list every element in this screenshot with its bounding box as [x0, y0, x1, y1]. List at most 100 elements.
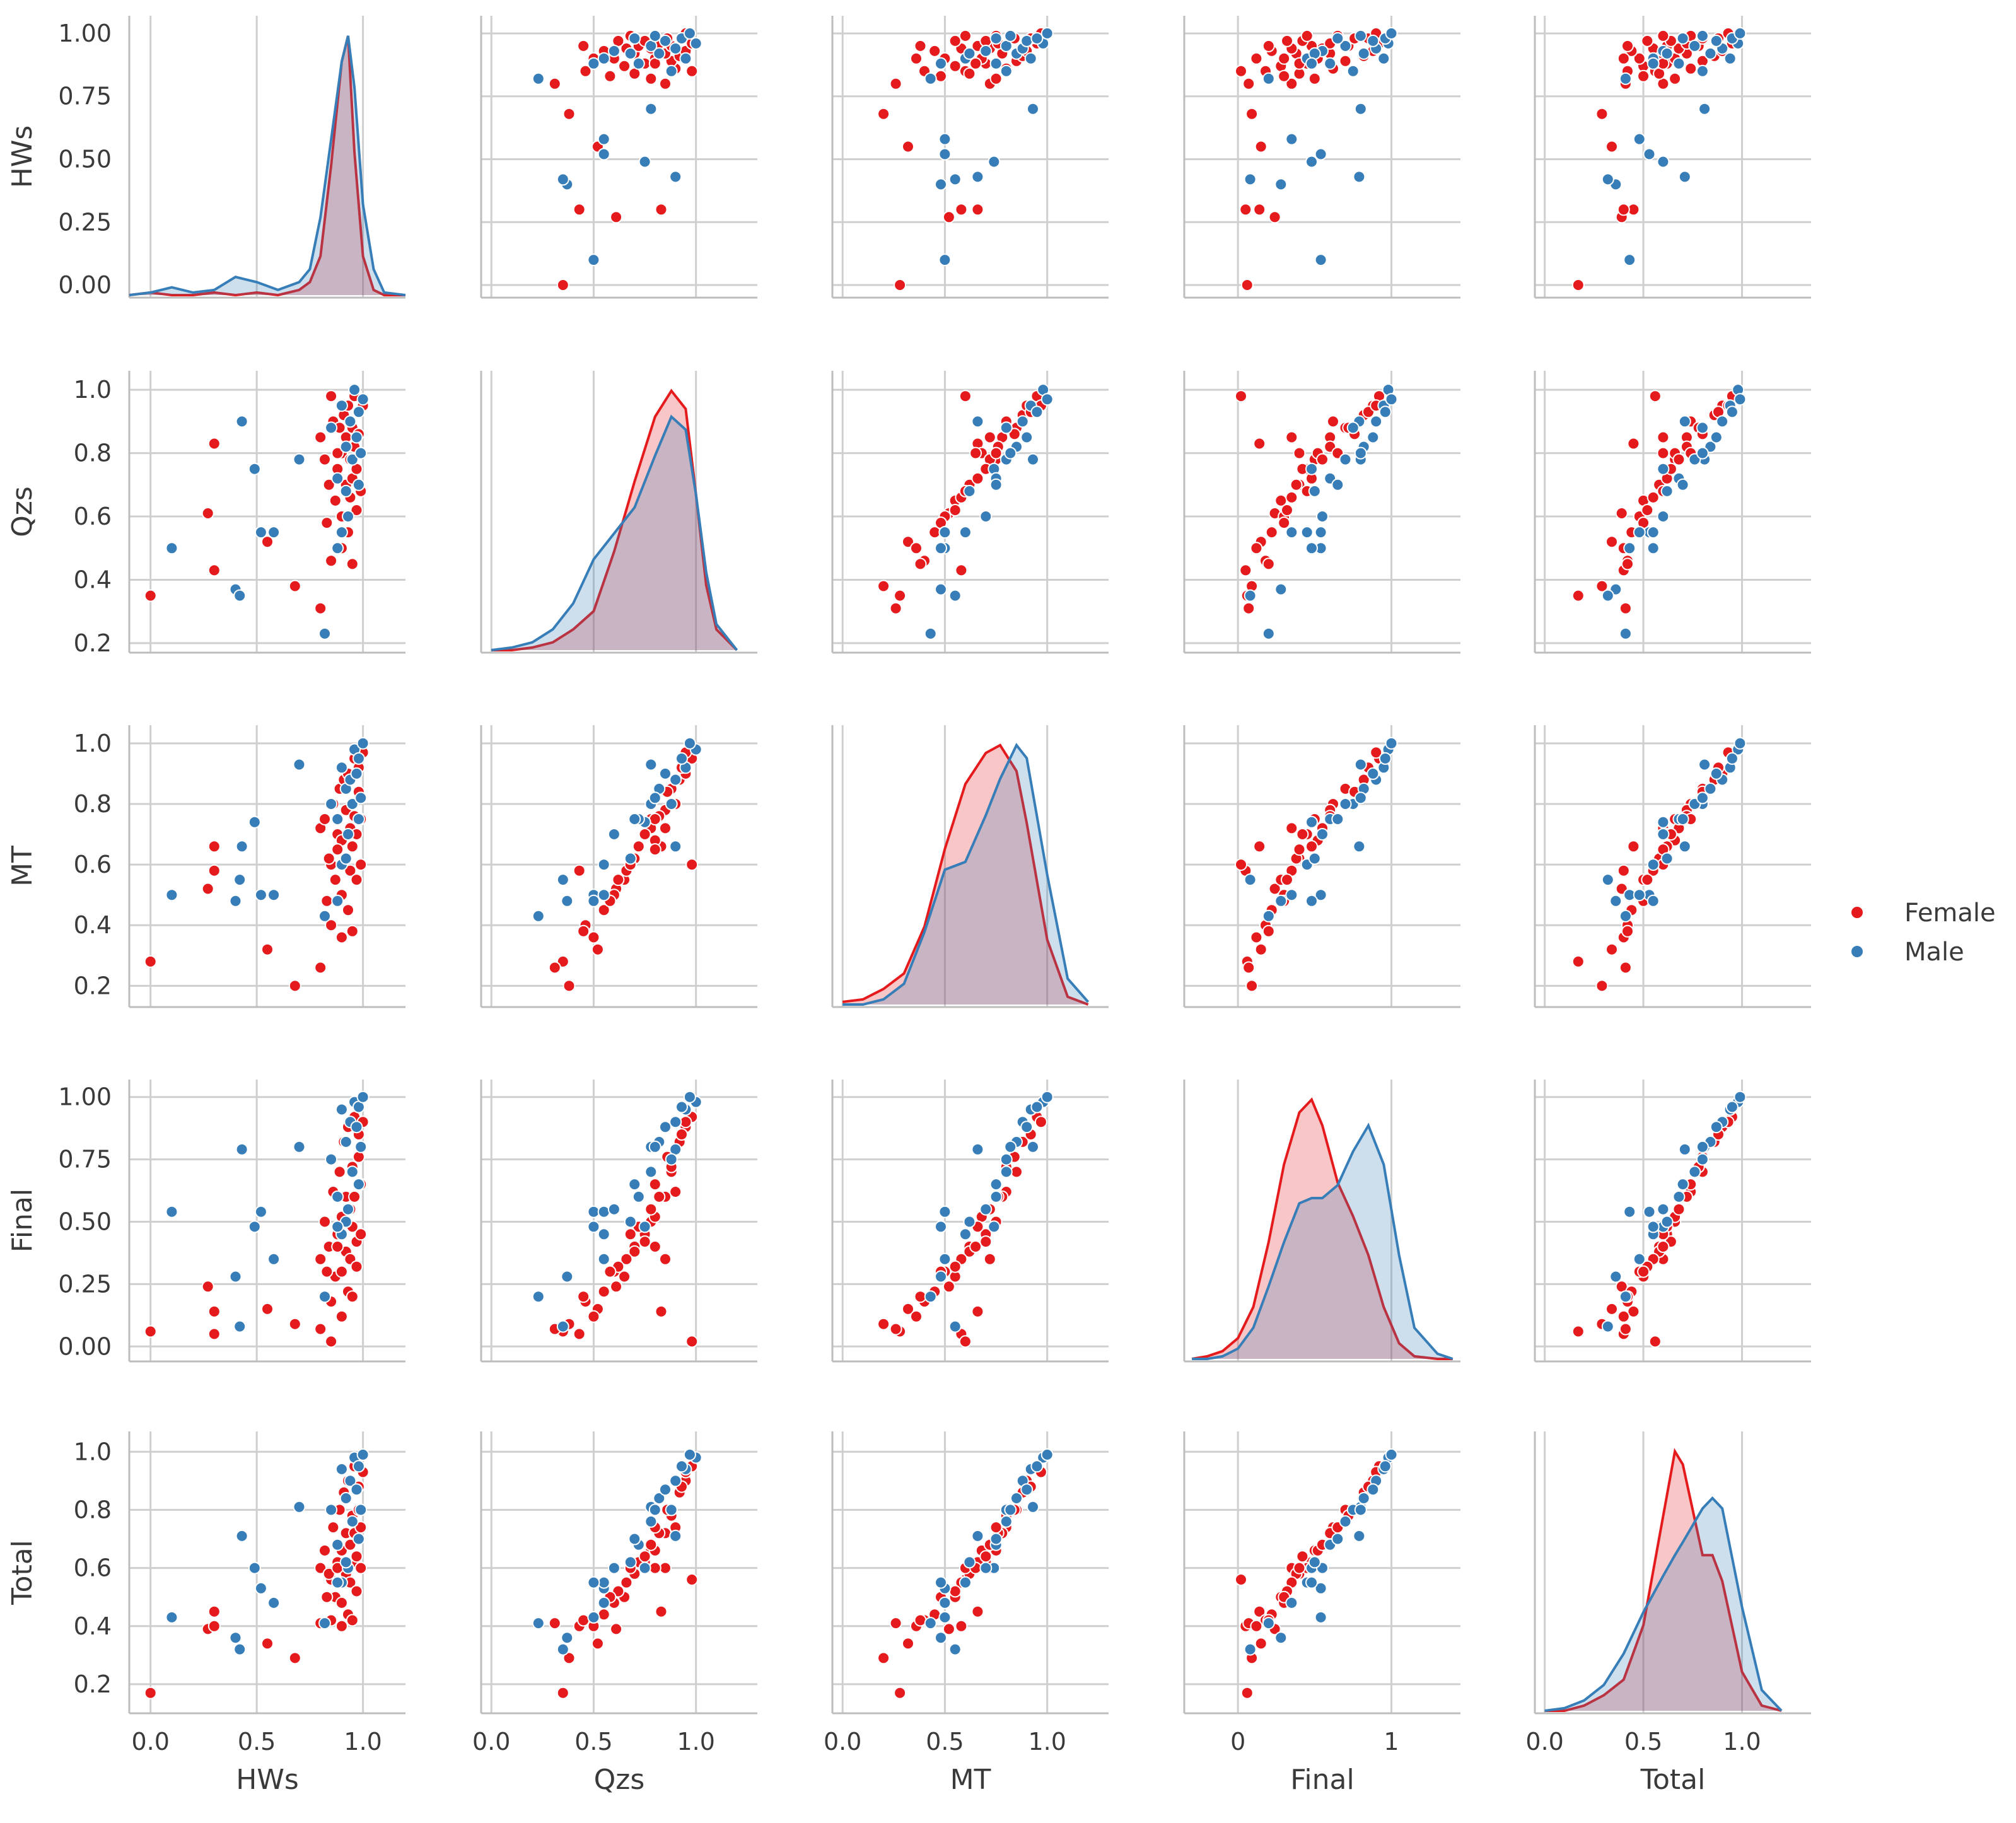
point-male — [1619, 1290, 1632, 1303]
point-male — [653, 47, 666, 60]
point-male — [1601, 589, 1614, 602]
point-female — [1308, 72, 1321, 85]
point-male — [1385, 26, 1398, 40]
point-female — [1235, 858, 1247, 871]
point-female — [1245, 107, 1259, 120]
point-male — [683, 1090, 696, 1104]
point-male — [1354, 791, 1367, 805]
point-male — [989, 32, 1003, 45]
ylabel-HWs: HWs — [6, 125, 38, 189]
point-female — [556, 1686, 569, 1699]
point-male — [1314, 888, 1327, 902]
point-male — [339, 484, 353, 498]
point-female — [342, 904, 354, 917]
point-female — [1316, 453, 1329, 466]
point-female — [562, 979, 576, 993]
point-male — [1285, 526, 1298, 539]
xtick-label: 1 — [1384, 1728, 1399, 1756]
point-male — [344, 415, 357, 428]
point-male — [1308, 484, 1321, 498]
point-male — [938, 526, 952, 539]
kde-fill-female — [491, 390, 737, 650]
point-male — [561, 894, 574, 907]
point-male — [339, 852, 353, 865]
xtick-label: 1.0 — [677, 1728, 714, 1756]
panel-Qzs-vs-HWs: 0.2 0.4 0.6 0.8 1.0 Qzs — [6, 371, 405, 657]
point-female — [1250, 931, 1263, 944]
point-female — [620, 1576, 633, 1589]
point-female — [350, 1260, 363, 1273]
point-male — [229, 894, 242, 907]
point-male — [318, 1617, 331, 1630]
point-male — [1646, 858, 1660, 871]
point-female — [1672, 1203, 1686, 1216]
kde-fill-male — [129, 35, 405, 296]
point-female — [288, 979, 301, 993]
point-male — [948, 173, 962, 186]
point-male — [638, 1220, 651, 1233]
panel-Total-vs-Final: 0 1 Final — [1183, 1431, 1460, 1796]
point-female — [1641, 34, 1654, 47]
point-male — [1366, 431, 1380, 444]
point-male — [689, 37, 702, 50]
point-male — [989, 1178, 1003, 1191]
point-male — [325, 1503, 338, 1517]
panel-Final-vs-Qzs — [480, 1080, 757, 1363]
point-male — [669, 42, 682, 55]
kde-fill-male — [842, 745, 1088, 1005]
point-male — [1688, 39, 1701, 52]
point-female — [591, 1637, 604, 1650]
ytick-label: 0.2 — [74, 972, 112, 999]
point-female — [989, 446, 1003, 460]
point-female — [659, 77, 672, 90]
point-female — [1239, 203, 1252, 216]
point-male — [938, 1205, 952, 1218]
point-female — [350, 1550, 363, 1563]
point-female — [144, 1325, 157, 1338]
point-male — [935, 542, 947, 555]
panel-grid: 0.000.250.500.751.00HWs0.20.40.60.81.0Qz… — [6, 16, 1811, 1796]
ytick-label: 0.00 — [58, 271, 112, 299]
point-male — [1657, 155, 1670, 168]
point-male — [335, 526, 348, 539]
xtick-label: 0.0 — [824, 1728, 861, 1756]
point-female — [144, 1686, 157, 1699]
point-male — [352, 1532, 365, 1546]
point-male — [597, 1596, 610, 1609]
point-male — [248, 462, 261, 475]
point-female — [327, 1521, 340, 1534]
point-female — [1641, 873, 1654, 887]
kde-fill-female — [129, 35, 405, 296]
point-male — [935, 178, 947, 191]
point-female — [971, 472, 984, 485]
point-female — [562, 107, 576, 120]
point-female — [587, 931, 600, 944]
point-female — [261, 1637, 274, 1650]
point-female — [325, 1335, 338, 1348]
point-male — [1305, 155, 1318, 168]
point-female — [910, 1310, 923, 1323]
point-male — [597, 1228, 610, 1241]
point-male — [958, 1228, 972, 1241]
point-female — [318, 453, 331, 466]
point-female — [207, 840, 221, 853]
point-male — [624, 852, 637, 865]
point-male — [1660, 1215, 1674, 1228]
xtick-label: 0.5 — [1624, 1728, 1662, 1756]
point-male — [356, 1448, 370, 1461]
point-female — [638, 1550, 651, 1563]
point-female — [948, 504, 962, 516]
point-male — [665, 1503, 678, 1517]
point-male — [669, 1474, 682, 1488]
point-male — [1609, 894, 1623, 907]
point-female — [877, 1651, 890, 1665]
point-male — [293, 1140, 306, 1153]
point-male — [335, 1103, 348, 1116]
point-male — [293, 758, 306, 771]
point-female — [1571, 279, 1585, 291]
point-female — [948, 34, 962, 47]
point-male — [1274, 1631, 1288, 1645]
point-male — [648, 29, 661, 42]
point-male — [1262, 1617, 1275, 1630]
point-male — [339, 1492, 353, 1505]
